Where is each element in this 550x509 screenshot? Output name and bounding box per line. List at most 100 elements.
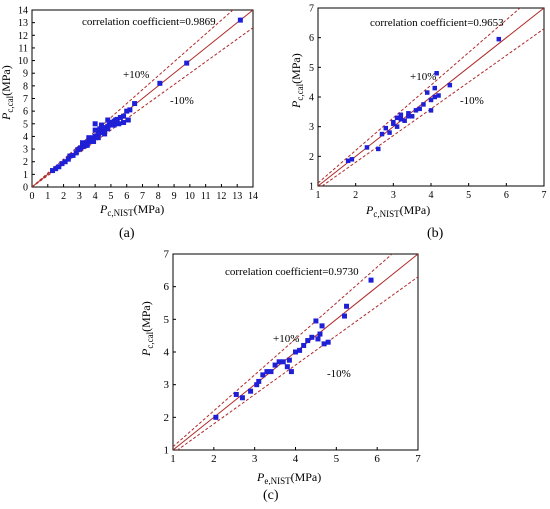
data-point-a bbox=[121, 113, 127, 119]
minus-ten-label-c: -10% bbox=[327, 368, 351, 380]
data-point-b bbox=[436, 93, 441, 98]
data-point-c bbox=[213, 414, 219, 420]
x-axis-label-a: Pc,NIST(MPa) bbox=[99, 202, 164, 218]
y-tick-label-a: 2 bbox=[23, 157, 28, 168]
data-point-a bbox=[98, 122, 104, 128]
identity-line-b bbox=[318, 8, 544, 186]
x-tick-label-a: 3 bbox=[77, 191, 82, 202]
plus-ten-label-a: +10% bbox=[123, 69, 149, 81]
y-tick-label-c: 5 bbox=[164, 314, 170, 326]
y-tick-label-b: 7 bbox=[309, 4, 314, 15]
data-point-a bbox=[105, 126, 111, 132]
x-tick-label-a: 0 bbox=[30, 191, 35, 202]
data-point-a bbox=[116, 121, 122, 127]
chart-a: 0 1 2 3 4 5 6 7 8 9 10 11 12 13 1401234567891011121314… bbox=[0, 6, 258, 219]
x-tick-label-b: 6 bbox=[504, 190, 509, 201]
data-point-a bbox=[50, 168, 56, 174]
x-tick-label-b: 2 bbox=[353, 190, 358, 201]
data-point-b bbox=[424, 90, 430, 95]
x-tick-label-c: 3 bbox=[252, 453, 258, 465]
data-point-a bbox=[92, 121, 98, 127]
x-tick-label-a: 9 bbox=[172, 191, 177, 202]
data-point-c bbox=[293, 349, 298, 355]
data-point-b bbox=[391, 119, 396, 125]
data-point-a bbox=[132, 101, 138, 107]
data-point-c bbox=[264, 369, 270, 375]
x-tick-label-a: 6 bbox=[124, 191, 129, 202]
data-point-c bbox=[317, 331, 323, 337]
data-point-a bbox=[121, 120, 127, 126]
y-tick-label-b: 2 bbox=[309, 152, 314, 163]
data-point-a bbox=[65, 156, 71, 162]
data-point-b bbox=[376, 146, 381, 152]
y-tick-label-b: 3 bbox=[309, 122, 314, 133]
y-axis-label-c: Pc,cal(MPa) bbox=[139, 301, 155, 357]
data-point-b bbox=[421, 102, 426, 107]
data-point-c bbox=[342, 313, 347, 319]
x-axis-label-c: Pe,NIST(MPa) bbox=[256, 470, 321, 485]
data-point-c bbox=[248, 388, 254, 394]
y-tick-label-a: 12 bbox=[18, 31, 28, 42]
y-tick-label-c: 2 bbox=[164, 412, 170, 424]
panel-label-b: (b) bbox=[427, 226, 443, 242]
data-point-c bbox=[256, 378, 262, 384]
x-tick-label-a: 7 bbox=[140, 191, 145, 202]
data-point-b bbox=[432, 85, 438, 91]
data-point-c bbox=[288, 369, 294, 375]
data-point-b bbox=[402, 118, 407, 123]
data-point-b bbox=[394, 115, 400, 121]
data-point-b bbox=[432, 94, 438, 100]
data-point-b bbox=[379, 131, 385, 137]
y-axis-label-a: Pc,cal(MPa) bbox=[0, 65, 15, 121]
y-tick-label-c: 4 bbox=[164, 347, 170, 359]
data-point-b bbox=[406, 114, 411, 119]
y-tick-label-b: 4 bbox=[309, 93, 314, 104]
x-axis-label-b: Pc,NIST(MPa) bbox=[365, 203, 430, 219]
y-tick-label-c: 3 bbox=[164, 379, 170, 391]
data-point-a bbox=[62, 159, 68, 165]
chart-b: 1 2 3 4 5 6 7 1 2 3 4 5 6 7 correlation coefficient=0.… bbox=[290, 4, 547, 220]
data-point-b bbox=[409, 114, 415, 119]
data-point-c bbox=[321, 341, 327, 347]
data-point-c bbox=[319, 323, 325, 329]
y-tick-label-c: 6 bbox=[164, 281, 170, 293]
data-point-c bbox=[280, 359, 286, 365]
minus-ten-label-b: -10% bbox=[460, 95, 484, 107]
x-tick-label-b: 3 bbox=[391, 190, 396, 201]
data-point-c bbox=[254, 382, 260, 388]
data-point-b bbox=[447, 82, 453, 88]
data-point-b bbox=[406, 111, 411, 116]
data-point-a bbox=[117, 114, 123, 120]
x-tick-label-a: 1 bbox=[45, 191, 50, 202]
data-point-a bbox=[86, 135, 92, 141]
data-point-b bbox=[398, 117, 404, 122]
data-point-b bbox=[428, 97, 434, 103]
y-tick-label-a: 14 bbox=[18, 6, 28, 17]
data-point-a bbox=[80, 140, 86, 146]
panel-label-b-text: (b) bbox=[427, 226, 444, 241]
y-tick-label-b: 5 bbox=[309, 63, 314, 74]
x-tick-label-a: 11 bbox=[201, 191, 211, 202]
data-point-a bbox=[92, 127, 98, 133]
data-point-c bbox=[325, 339, 331, 345]
x-tick-label-a: 8 bbox=[156, 191, 161, 202]
data-point-b bbox=[383, 125, 389, 131]
lower-band-line-b bbox=[321, 28, 544, 186]
plot-area-b bbox=[318, 8, 544, 186]
data-point-a bbox=[111, 122, 117, 128]
data-point-a bbox=[100, 130, 106, 136]
y-tick-label-a: 9 bbox=[23, 69, 28, 80]
x-tick-label-a: 2 bbox=[61, 191, 66, 202]
y-tick-label-a: 8 bbox=[23, 81, 28, 92]
data-point-a bbox=[59, 161, 65, 167]
data-point-a bbox=[157, 80, 163, 86]
data-point-a bbox=[73, 150, 79, 156]
y-tick-label-c: 1 bbox=[164, 445, 170, 457]
data-point-a bbox=[184, 60, 190, 66]
data-point-b bbox=[496, 36, 502, 42]
y-tick-label-a: 7 bbox=[23, 94, 28, 105]
panel-label-c: (c) bbox=[263, 488, 279, 504]
data-point-a bbox=[237, 17, 243, 23]
data-point-c bbox=[268, 369, 274, 375]
